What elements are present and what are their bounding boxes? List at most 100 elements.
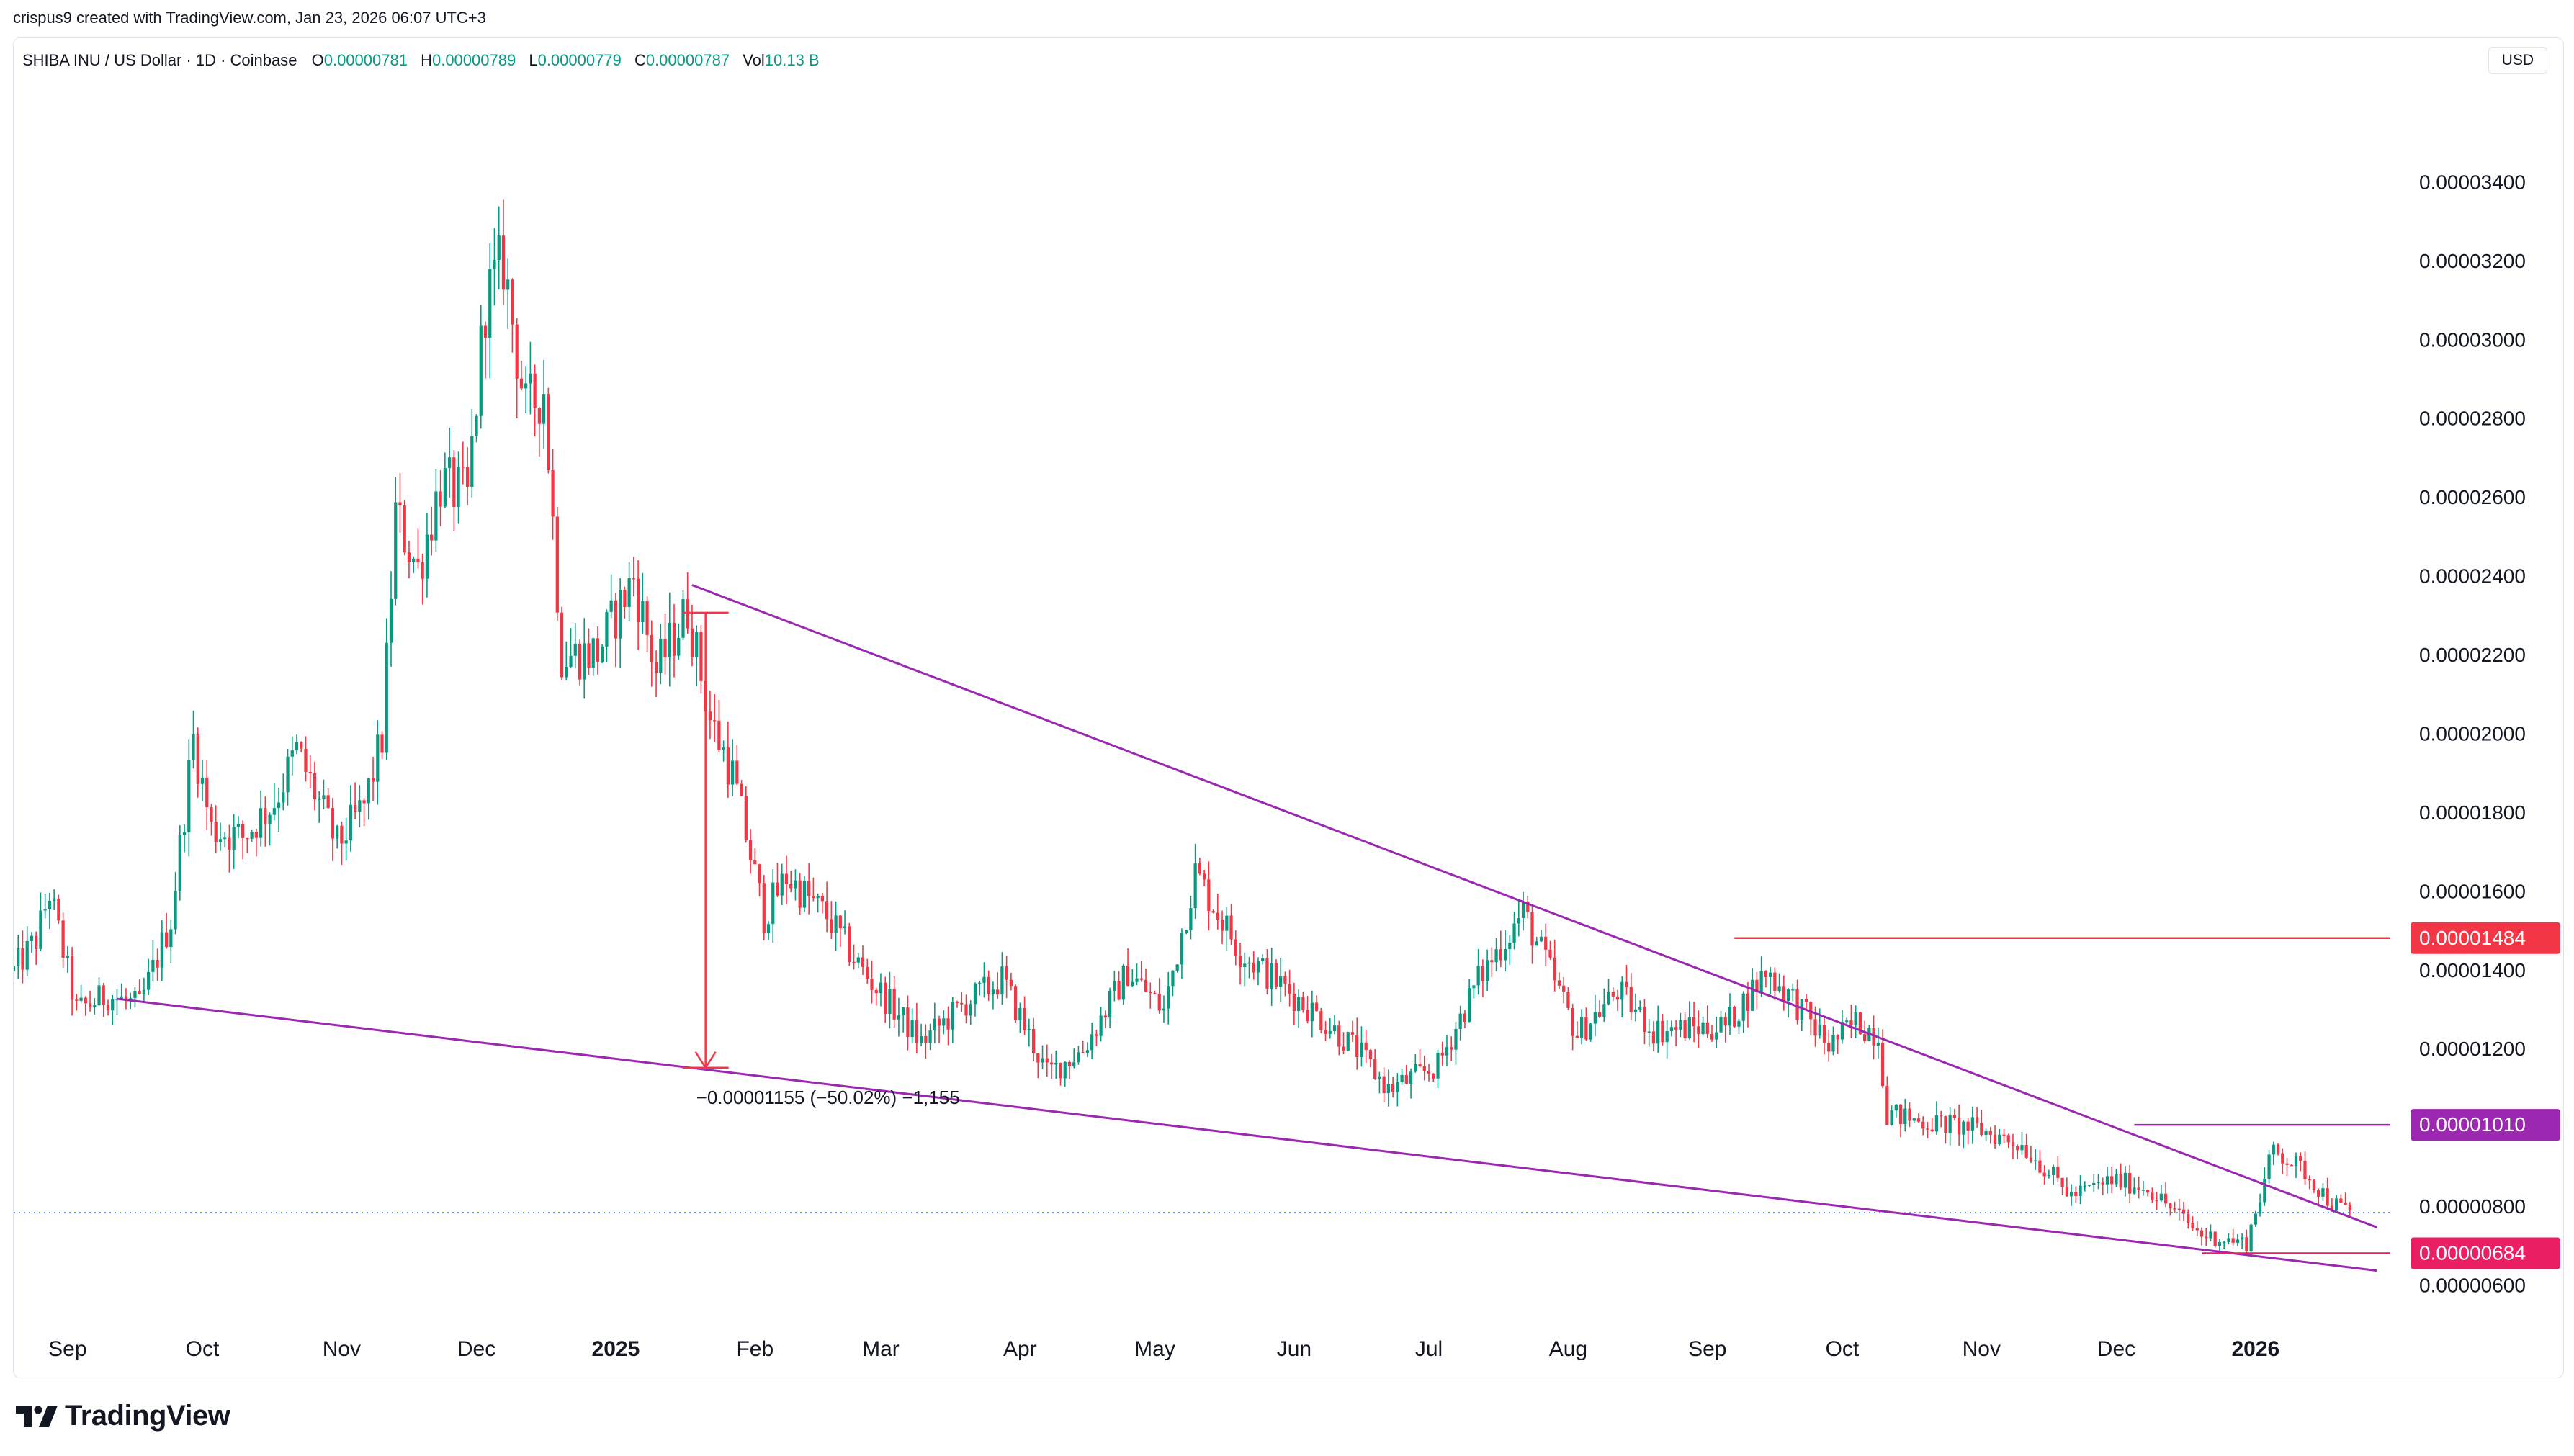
candle-body [2159, 1193, 2163, 1201]
candle-body [1005, 966, 1008, 980]
candle-body [439, 491, 442, 507]
candle-body [2263, 1178, 2266, 1203]
candle-body [1031, 1028, 1036, 1053]
candle-body [1175, 964, 1179, 971]
candle-body [1409, 1071, 1413, 1084]
candle-body [1108, 990, 1112, 1018]
candle-body [286, 756, 290, 793]
candle-body [1472, 985, 1476, 989]
candle-body [187, 760, 191, 832]
candle-body [1207, 879, 1211, 912]
candle-body [223, 837, 227, 840]
candle-body [1818, 1025, 1821, 1036]
candle-body [1243, 963, 1247, 967]
candle-body [1346, 1032, 1350, 1051]
candle-body [1342, 1046, 1345, 1051]
candle-body [614, 600, 618, 639]
candle-body [182, 832, 187, 835]
candle-body [1256, 961, 1260, 973]
candle-body [879, 982, 883, 994]
y-tick-label: 0.00002400 [2419, 565, 2526, 588]
y-tick-label: 0.00001800 [2419, 801, 2526, 824]
candle-body [380, 734, 384, 753]
candle-body [1741, 993, 1745, 1021]
candle-body [866, 966, 869, 979]
candle-body [730, 760, 735, 785]
candle-body [501, 235, 506, 290]
candle-body [2254, 1213, 2257, 1225]
x-tick-label: Aug [1549, 1337, 1587, 1361]
candle-body [627, 578, 631, 607]
candle-body [192, 734, 195, 760]
candle-body [124, 996, 128, 1000]
candle-body [1378, 1076, 1381, 1079]
candle-body [353, 804, 357, 812]
candle-body [2326, 1188, 2329, 1206]
candle-body [1723, 1017, 1727, 1026]
candle-body [2249, 1224, 2253, 1251]
candle-body [2087, 1185, 2091, 1186]
candle-body [2223, 1241, 2226, 1244]
candle-body [978, 982, 982, 984]
candle-body [2056, 1167, 2060, 1178]
candle-body [1391, 1084, 1395, 1092]
candle-body [246, 837, 249, 840]
price-chart[interactable]: 0.000006000.000008000.000010000.00001200… [14, 38, 2563, 1378]
candle-body [1687, 1017, 1691, 1038]
x-tick-label: 2026 [2231, 1337, 2279, 1361]
candle-body [2303, 1161, 2307, 1179]
candle-body [178, 835, 181, 891]
candle-body [1373, 1059, 1377, 1079]
candle-body [2173, 1208, 2176, 1210]
candle-body [1440, 1053, 1444, 1056]
candle-body [1013, 986, 1018, 1020]
y-tick-label: 0.00002000 [2419, 722, 2526, 745]
candle-body [241, 823, 245, 838]
x-tick-label: Jul [1415, 1337, 1443, 1361]
y-tick-label: 0.00002600 [2419, 486, 2526, 508]
candle-body [619, 589, 622, 639]
candle-body [991, 989, 995, 994]
candle-body [232, 827, 236, 850]
candle-body [1970, 1117, 1974, 1131]
candle-body [457, 467, 460, 508]
candle-body [1647, 1031, 1651, 1033]
candle-body [318, 799, 321, 801]
y-tick-label: 0.00002800 [2419, 408, 2526, 430]
candle-body [1607, 991, 1610, 1005]
candle-body [1494, 949, 1498, 963]
candle-body [1041, 1058, 1044, 1063]
candle-body [1526, 902, 1530, 912]
candle-body [300, 742, 303, 749]
candle-body [2069, 1192, 2073, 1197]
candle-body [200, 777, 205, 784]
candle-body [569, 655, 573, 667]
candle-body [1364, 1042, 1368, 1051]
candle-body [722, 747, 725, 750]
candle-body [398, 502, 402, 505]
candle-body [1575, 1035, 1579, 1038]
candle-body [1283, 976, 1287, 984]
candle-body [515, 324, 519, 379]
candle-body [2155, 1200, 2158, 1201]
candle-body [1301, 997, 1305, 1010]
high-value: 0.00000789 [431, 51, 516, 69]
candle-body [2199, 1230, 2204, 1237]
candle-body [2101, 1182, 2104, 1185]
chart-panel[interactable]: 0.000006000.000008000.000010000.00001200… [13, 37, 2564, 1378]
candle-body [1988, 1131, 1992, 1135]
candle-body [1054, 1062, 1058, 1065]
currency-button[interactable]: USD [2488, 47, 2547, 74]
candle-body [1669, 1027, 1674, 1032]
candle-body [282, 792, 285, 803]
candle-body [259, 808, 263, 838]
candle-body [641, 601, 645, 623]
candle-body [1202, 873, 1206, 880]
candle-body [344, 840, 348, 844]
candle-body [1791, 989, 1795, 991]
y-tick-label: 0.00001600 [2419, 880, 2526, 902]
candle-body [1063, 1061, 1067, 1079]
candle-body [331, 808, 335, 839]
x-tick-label: Nov [1963, 1337, 2001, 1361]
candle-body [205, 777, 209, 808]
